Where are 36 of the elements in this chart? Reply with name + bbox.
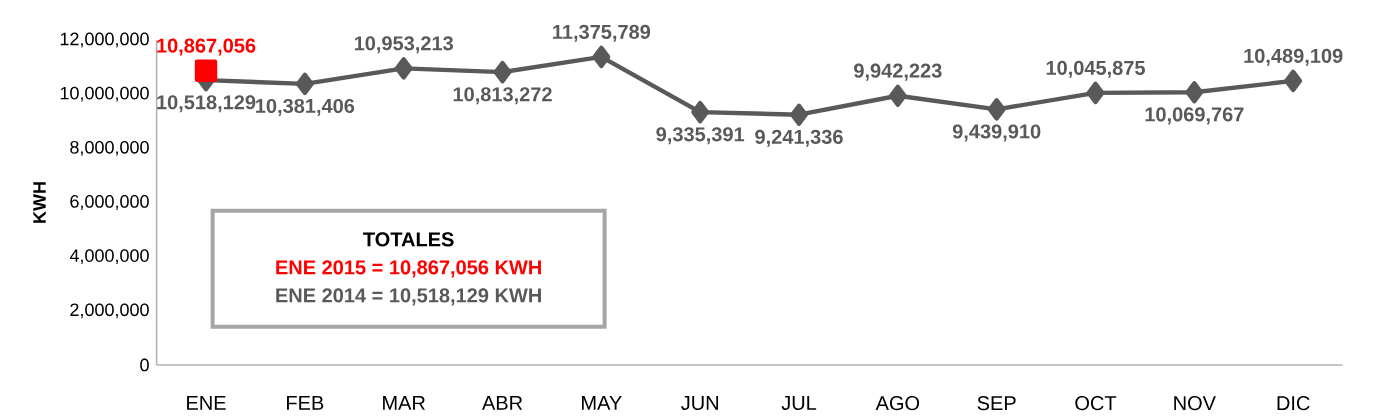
data-label: 10,489,109	[1244, 48, 1343, 66]
x-tick-label: SEP	[977, 396, 1016, 411]
x-tick-label: ENE	[187, 396, 226, 410]
data-label: 10,381,406	[256, 98, 355, 116]
x-tick-label: FEB	[287, 396, 324, 410]
x-tick-label: JUN	[681, 396, 718, 410]
data-label: 9,335,391	[656, 127, 745, 145]
y-tick-label: 0	[140, 358, 149, 372]
x-tick-label: ABR	[481, 396, 523, 410]
data-label: 10,813,272	[453, 87, 552, 105]
data-label: 10,867,056	[157, 38, 256, 56]
x-tick-label: OCT	[1075, 396, 1117, 411]
data-label: 10,518,129	[157, 95, 256, 113]
annotation: TOTALES	[363, 232, 454, 247]
y-tick-label: 12,000,000	[60, 32, 149, 48]
x-tick-label: DIC	[1277, 396, 1310, 411]
y-tick-label: 10,000,000	[60, 86, 149, 102]
y-axis-title: KWH	[33, 182, 46, 223]
data-label: 10,069,767	[1145, 107, 1244, 125]
annotation: ENE 2015 = 10,867,056 KWH	[276, 260, 541, 278]
data-label: 9,241,336	[755, 129, 843, 147]
data-label: 10,953,213	[354, 36, 453, 54]
x-tick-label: MAR	[383, 396, 425, 410]
data-label: 9,439,910	[952, 124, 1041, 142]
data-label: 9,942,223	[854, 63, 942, 81]
data-label: 10,045,875	[1046, 60, 1145, 78]
x-tick-label: MAY	[582, 396, 622, 410]
x-tick-label: JUL	[781, 396, 817, 410]
y-tick-label: 4,000,000	[69, 249, 149, 265]
annotation: ENE 2014 = 10,518,129 KWH	[276, 288, 541, 306]
y-tick-label: 6,000,000	[70, 195, 149, 210]
x-tick-label: NOV	[1174, 396, 1216, 411]
x-tick-label: AGO	[875, 396, 920, 411]
y-tick-label: 2,000,000	[70, 303, 149, 319]
data-label: 11,375,789	[553, 24, 651, 42]
y-tick-label: 8,000,000	[70, 140, 149, 156]
